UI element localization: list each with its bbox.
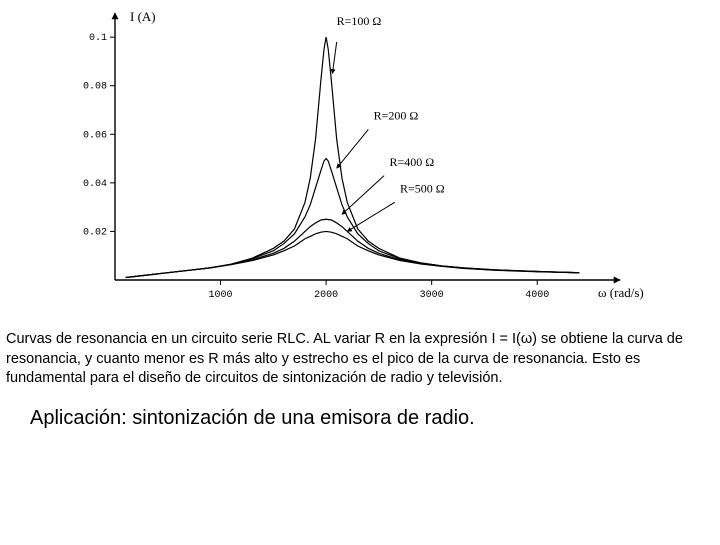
svg-text:R=200 Ω: R=200 Ω — [374, 109, 419, 123]
svg-text:R=400 Ω: R=400 Ω — [389, 155, 434, 169]
svg-text:R=100 Ω: R=100 Ω — [337, 14, 382, 28]
svg-text:4000: 4000 — [525, 290, 549, 301]
svg-text:0.1: 0.1 — [89, 33, 107, 44]
svg-text:R=500 Ω: R=500 Ω — [400, 182, 445, 196]
svg-text:ω (rad/s): ω (rad/s) — [598, 285, 644, 300]
svg-text:0.06: 0.06 — [83, 130, 107, 141]
svg-text:0.08: 0.08 — [83, 82, 107, 93]
svg-text:I (A): I (A) — [130, 9, 156, 24]
resonance-chart: 1000 2000 3000 4000 0.02 0.04 0.06 0.08 0.1 I (A)… — [60, 5, 660, 315]
application-text: Aplicación: sintonización de una emisora… — [30, 407, 720, 430]
svg-text:0.04: 0.04 — [83, 179, 107, 190]
chart-svg: 1000 2000 3000 4000 0.02 0.04 0.06 0.08 0.1 I (A)… — [60, 5, 660, 315]
svg-text:3000: 3000 — [420, 290, 444, 301]
chart-caption: Curvas de resonancia en un circuito seri… — [6, 330, 714, 389]
svg-text:0.02: 0.02 — [83, 227, 107, 238]
svg-text:1000: 1000 — [209, 290, 233, 301]
svg-text:2000: 2000 — [314, 290, 338, 301]
